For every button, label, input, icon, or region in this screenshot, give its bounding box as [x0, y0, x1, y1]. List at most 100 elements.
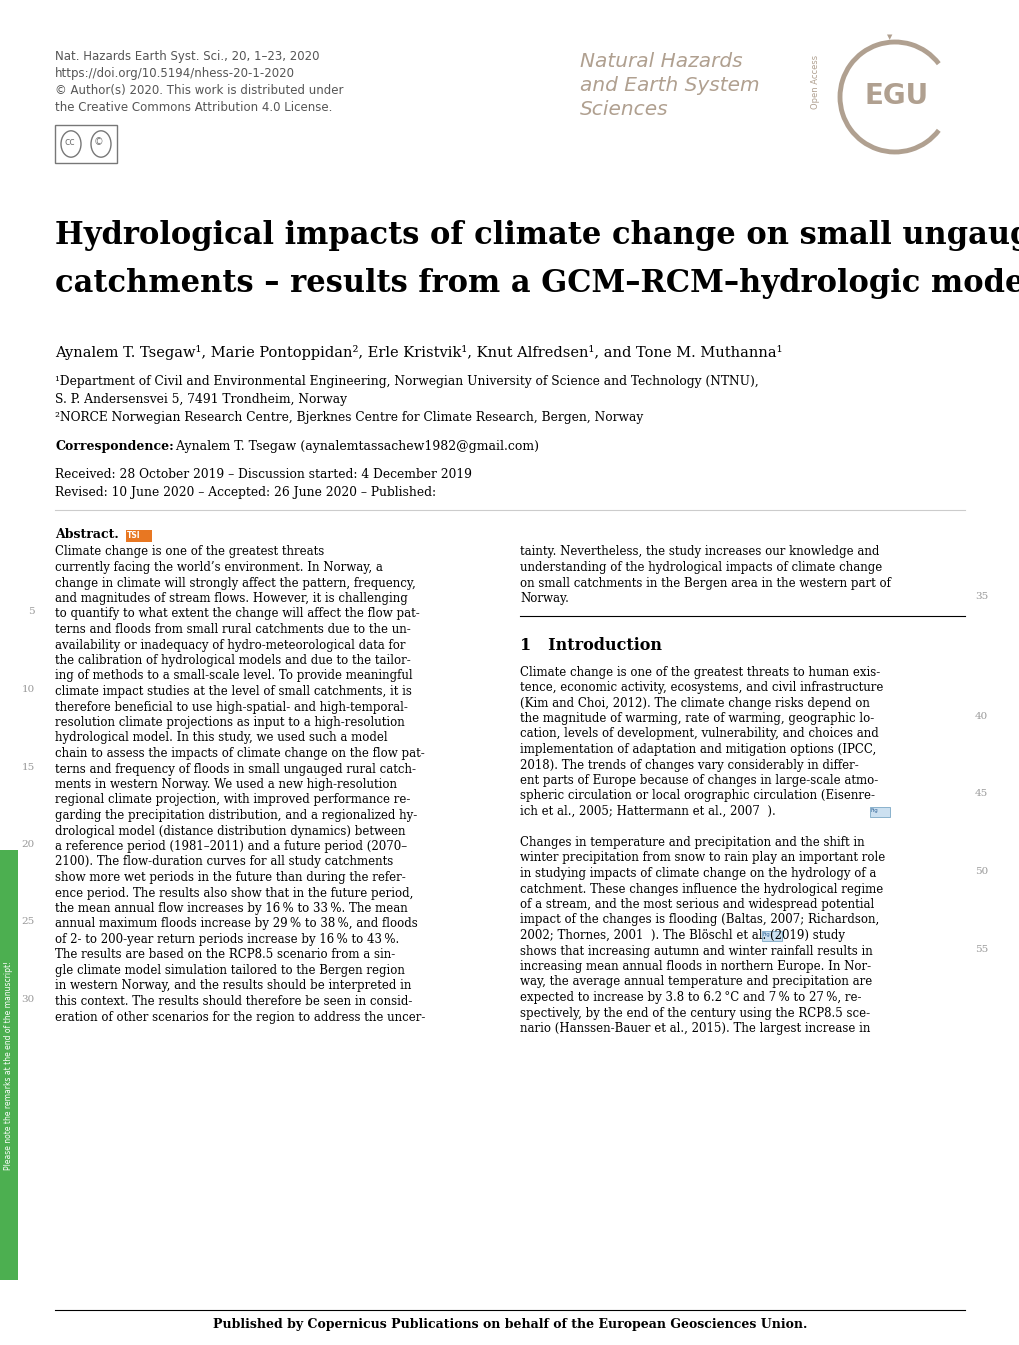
Text: eration of other scenarios for the region to address the uncer-: eration of other scenarios for the regio…	[55, 1010, 425, 1024]
Text: Sciences: Sciences	[580, 100, 668, 118]
Text: of 2- to 200-year return periods increase by 16 % to 43 %.: of 2- to 200-year return periods increas…	[55, 933, 398, 946]
Bar	[869, 807, 890, 816]
Text: tainty. Nevertheless, the study increases our knowledge and: tainty. Nevertheless, the study increase…	[520, 546, 878, 558]
Text: 2018). The trends of changes vary considerably in differ-: 2018). The trends of changes vary consid…	[520, 759, 858, 772]
Text: Abstract.: Abstract.	[55, 529, 118, 541]
Text: ent parts of Europe because of changes in large-scale atmo-: ent parts of Europe because of changes i…	[520, 773, 877, 787]
Text: Fig: Fig	[870, 808, 878, 812]
Text: Aynalem T. Tsegaw (aynalemtassachew1982@gmail.com): Aynalem T. Tsegaw (aynalemtassachew1982@…	[172, 440, 538, 453]
Text: S. P. Andersensvei 5, 7491 Trondheim, Norway: S. P. Andersensvei 5, 7491 Trondheim, No…	[55, 393, 346, 406]
Text: ments in western Norway. We used a new high-resolution: ments in western Norway. We used a new h…	[55, 777, 396, 791]
Text: understanding of the hydrological impacts of climate change: understanding of the hydrological impact…	[520, 561, 881, 574]
Text: © Author(s) 2020. This work is distributed under: © Author(s) 2020. This work is distribut…	[55, 83, 343, 97]
Text: 35: 35	[974, 592, 987, 601]
Text: TSI: TSI	[127, 531, 141, 539]
Text: shows that increasing autumn and winter rainfall results in: shows that increasing autumn and winter …	[520, 944, 872, 958]
Text: 10: 10	[21, 685, 35, 694]
Text: nario (Hanssen-Bauer et al., 2015). The largest increase in: nario (Hanssen-Bauer et al., 2015). The …	[520, 1022, 869, 1036]
Text: hydrological model. In this study, we used such a model: hydrological model. In this study, we us…	[55, 732, 387, 745]
Text: impact of the changes is flooding (Baltas, 2007; Richardson,: impact of the changes is flooding (Balta…	[520, 913, 878, 927]
Text: Open Access: Open Access	[810, 55, 818, 109]
Text: therefore beneficial to use high-spatial- and high-temporal-: therefore beneficial to use high-spatial…	[55, 701, 408, 713]
Text: 55: 55	[974, 944, 987, 954]
Text: show more wet periods in the future than during the refer-: show more wet periods in the future than…	[55, 872, 406, 884]
Text: tence, economic activity, ecosystems, and civil infrastructure: tence, economic activity, ecosystems, an…	[520, 681, 882, 694]
Text: terns and frequency of floods in small ungauged rural catch-: terns and frequency of floods in small u…	[55, 763, 416, 776]
Text: EGU: EGU	[864, 82, 928, 110]
Text: to quantify to what extent the change will affect the flow pat-: to quantify to what extent the change wi…	[55, 608, 420, 620]
Text: a reference period (1981–2011) and a future period (2070–: a reference period (1981–2011) and a fut…	[55, 841, 407, 853]
Text: the Creative Commons Attribution 4.0 License.: the Creative Commons Attribution 4.0 Lic…	[55, 101, 332, 114]
Text: Correspondence:: Correspondence:	[55, 440, 173, 453]
Text: gle climate model simulation tailored to the Bergen region: gle climate model simulation tailored to…	[55, 964, 405, 976]
Text: 50: 50	[974, 868, 987, 876]
Text: increasing mean annual floods in northern Europe. In Nor-: increasing mean annual floods in norther…	[520, 960, 870, 972]
Text: in western Norway, and the results should be interpreted in: in western Norway, and the results shoul…	[55, 979, 411, 993]
Text: Hydrological impacts of climate change on small ungauged: Hydrological impacts of climate change o…	[55, 221, 1019, 252]
Bar	[126, 530, 152, 542]
Bar	[761, 931, 782, 941]
Text: Nat. Hazards Earth Syst. Sci., 20, 1–23, 2020: Nat. Hazards Earth Syst. Sci., 20, 1–23,…	[55, 50, 319, 63]
Text: this context. The results should therefore be seen in consid-: this context. The results should therefo…	[55, 995, 412, 1007]
Text: chain to assess the impacts of climate change on the flow pat-: chain to assess the impacts of climate c…	[55, 746, 424, 760]
Text: Changes in temperature and precipitation and the shift in: Changes in temperature and precipitation…	[520, 837, 864, 849]
Text: in studying impacts of climate change on the hydrology of a: in studying impacts of climate change on…	[520, 868, 875, 880]
Bar	[0, 850, 18, 1280]
Text: 45: 45	[974, 790, 987, 799]
Text: regional climate projection, with improved performance re-: regional climate projection, with improv…	[55, 794, 410, 807]
Text: implementation of adaptation and mitigation options (IPCC,: implementation of adaptation and mitigat…	[520, 742, 875, 756]
Text: catchment. These changes influence the hydrological regime: catchment. These changes influence the h…	[520, 882, 882, 896]
Text: the magnitude of warming, rate of warming, geographic lo-: the magnitude of warming, rate of warmin…	[520, 712, 873, 725]
Text: 2100). The flow-duration curves for all study catchments: 2100). The flow-duration curves for all …	[55, 855, 393, 869]
Text: expected to increase by 3.8 to 6.2 °C and 7 % to 27 %, re-: expected to increase by 3.8 to 6.2 °C an…	[520, 991, 861, 1003]
Text: Climate change is one of the greatest threats to human exis-: Climate change is one of the greatest th…	[520, 666, 879, 678]
Text: drological model (distance distribution dynamics) between: drological model (distance distribution …	[55, 824, 406, 838]
Text: ²NORCE Norwegian Research Centre, Bjerknes Centre for Climate Research, Bergen, : ²NORCE Norwegian Research Centre, Bjerkn…	[55, 412, 643, 424]
Text: change in climate will strongly affect the pattern, frequency,: change in climate will strongly affect t…	[55, 577, 416, 589]
Text: resolution climate projections as input to a high-resolution: resolution climate projections as input …	[55, 716, 405, 729]
Text: 40: 40	[974, 712, 987, 721]
Text: the calibration of hydrological models and due to the tailor-: the calibration of hydrological models a…	[55, 654, 411, 667]
Text: The results are based on the RCP8.5 scenario from a sin-: The results are based on the RCP8.5 scen…	[55, 948, 395, 962]
Text: ▼: ▼	[887, 34, 892, 40]
Text: ence period. The results also show that in the future period,: ence period. The results also show that …	[55, 886, 413, 900]
Text: 30: 30	[21, 995, 35, 1003]
Text: availability or inadequacy of hydro-meteorological data for: availability or inadequacy of hydro-mete…	[55, 639, 406, 651]
Text: and Earth System: and Earth System	[580, 77, 759, 95]
Text: ¹Department of Civil and Environmental Engineering, Norwegian University of Scie: ¹Department of Civil and Environmental E…	[55, 375, 758, 387]
Bar	[55, 125, 117, 163]
Text: Revised: 10 June 2020 – Accepted: 26 June 2020 – Published:: Revised: 10 June 2020 – Accepted: 26 Jun…	[55, 486, 436, 499]
Text: ing of methods to a small-scale level. To provide meaningful: ing of methods to a small-scale level. T…	[55, 670, 413, 682]
Text: spheric circulation or local orographic circulation (Eisenre-: spheric circulation or local orographic …	[520, 790, 874, 803]
Text: ©: ©	[94, 137, 104, 147]
Text: of a stream, and the most serious and widespread potential: of a stream, and the most serious and wi…	[520, 898, 873, 911]
Text: Climate change is one of the greatest threats: Climate change is one of the greatest th…	[55, 546, 324, 558]
Text: 2002; Thornes, 2001  ). The Blöschl et al. (2019) study: 2002; Thornes, 2001 ). The Blöschl et al…	[520, 929, 844, 942]
Text: Norway.: Norway.	[520, 592, 569, 605]
Text: 5: 5	[29, 608, 35, 616]
Text: currently facing the world’s environment. In Norway, a: currently facing the world’s environment…	[55, 561, 382, 574]
Text: https://doi.org/10.5194/nhess-20-1-2020: https://doi.org/10.5194/nhess-20-1-2020	[55, 67, 294, 79]
Text: terns and floods from small rural catchments due to the un-: terns and floods from small rural catchm…	[55, 623, 411, 636]
Text: winter precipitation from snow to rain play an important role: winter precipitation from snow to rain p…	[520, 851, 884, 865]
Text: Fig: Fig	[762, 932, 770, 937]
Text: spectively, by the end of the century using the RCP8.5 sce-: spectively, by the end of the century us…	[520, 1006, 869, 1020]
Text: catchments – results from a GCM–RCM–hydrologic model chain: catchments – results from a GCM–RCM–hydr…	[55, 268, 1019, 299]
Text: the mean annual flow increases by 16 % to 33 %. The mean: the mean annual flow increases by 16 % t…	[55, 902, 408, 915]
Text: and magnitudes of stream flows. However, it is challenging: and magnitudes of stream flows. However,…	[55, 592, 408, 605]
Text: 20: 20	[21, 841, 35, 849]
Text: annual maximum floods increase by 29 % to 38 %, and floods: annual maximum floods increase by 29 % t…	[55, 917, 418, 931]
Text: Please note the remarks at the end of the manuscript!: Please note the remarks at the end of th…	[4, 960, 13, 1170]
Text: ich et al., 2005; Hattermann et al., 2007  ).: ich et al., 2005; Hattermann et al., 200…	[520, 806, 775, 818]
Text: climate impact studies at the level of small catchments, it is: climate impact studies at the level of s…	[55, 685, 412, 698]
Text: 15: 15	[21, 763, 35, 772]
Text: 1   Introduction: 1 Introduction	[520, 638, 661, 655]
Text: garding the precipitation distribution, and a regionalized hy-: garding the precipitation distribution, …	[55, 808, 417, 822]
Text: Natural Hazards: Natural Hazards	[580, 52, 742, 71]
Text: (Kim and Choi, 2012). The climate change risks depend on: (Kim and Choi, 2012). The climate change…	[520, 697, 869, 710]
Text: Aynalem T. Tsegaw¹, Marie Pontoppidan², Erle Kristvik¹, Knut Alfredsen¹, and Ton: Aynalem T. Tsegaw¹, Marie Pontoppidan², …	[55, 346, 782, 360]
Text: Published by Copernicus Publications on behalf of the European Geosciences Union: Published by Copernicus Publications on …	[213, 1318, 806, 1332]
Text: cation, levels of development, vulnerability, and choices and: cation, levels of development, vulnerabi…	[520, 728, 878, 741]
Text: 25: 25	[21, 917, 35, 927]
Text: way, the average annual temperature and precipitation are: way, the average annual temperature and …	[520, 975, 871, 989]
